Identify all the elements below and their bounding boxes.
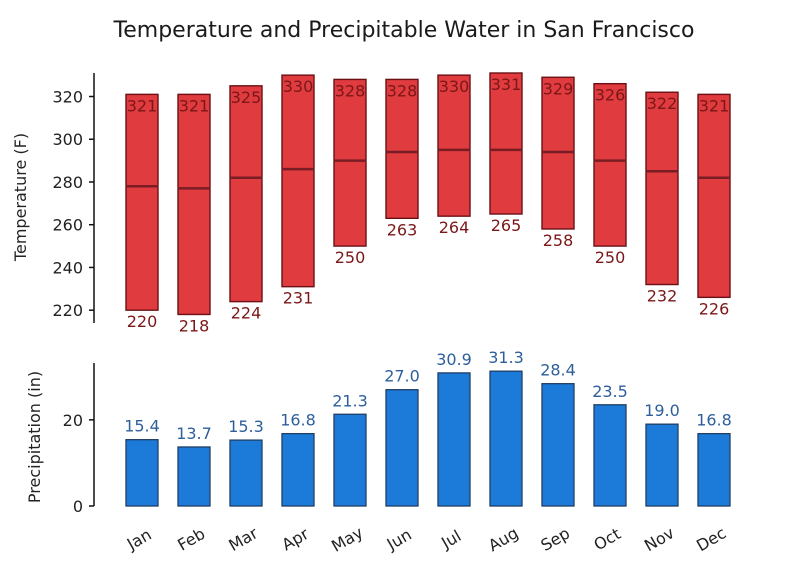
temperature-bar <box>593 82 627 247</box>
temperature-low-label: 250 <box>595 248 626 267</box>
temperature-axis-group: 220 240 260 280 300 320 <box>52 73 95 323</box>
month-label: May <box>328 523 366 556</box>
temperature-y-tick-label: 240 <box>52 258 83 277</box>
temperature-high-label: 322 <box>647 94 678 113</box>
temperature-low-label: 224 <box>231 304 262 323</box>
precipitation-value-label: 27.0 <box>384 367 420 386</box>
month-labels: Jan Feb Mar Apr May Jun Jul Aug Sep Oct Nov Dec <box>123 523 729 556</box>
temperature-bar <box>281 74 315 288</box>
temperature-low-label: 250 <box>335 248 366 267</box>
temperature-bar <box>177 93 211 316</box>
temperature-panel: Temperature (F) 220 240 260 280 300 320 321 22… <box>11 72 731 335</box>
precipitation-bars <box>125 370 731 507</box>
precipitation-value-label: 23.5 <box>592 382 628 401</box>
month-label: Dec <box>693 523 729 555</box>
temperature-low-label: 265 <box>491 216 522 235</box>
month-label: Sep <box>537 523 573 555</box>
precipitation-value-label: 16.8 <box>280 411 316 430</box>
temperature-bar <box>229 85 263 303</box>
precipitation-value-label: 15.4 <box>124 417 160 436</box>
temperature-low-label: 258 <box>543 231 574 250</box>
precipitation-bar <box>281 432 315 507</box>
temperature-high-label: 321 <box>127 96 158 115</box>
temperature-high-label: 328 <box>335 81 366 100</box>
precipitation-y-tick-label: 0 <box>73 497 83 516</box>
temperature-low-label: 264 <box>439 218 470 237</box>
precipitation-panel: Precipitation (in) 0 20 15.4 13.7 15.3 16.8 2… <box>25 348 732 556</box>
precipitation-bar <box>437 372 471 507</box>
precipitation-bar <box>385 389 419 507</box>
chart-title: Temperature and Precipitable Water in Sa… <box>113 18 695 43</box>
temperature-high-label: 329 <box>543 79 574 98</box>
temperature-high-label: 328 <box>387 81 418 100</box>
month-label: Jul <box>437 526 464 553</box>
precipitation-bar <box>333 413 367 507</box>
month-label: Mar <box>225 523 261 555</box>
temperature-high-label: 325 <box>231 88 262 107</box>
month-label: Jan <box>123 525 155 554</box>
month-label: Jun <box>383 525 415 554</box>
precipitation-bar <box>541 383 575 507</box>
temperature-y-tick-label: 280 <box>52 173 83 192</box>
precipitation-y-tick-label: 20 <box>63 411 83 430</box>
temperature-bar <box>125 93 159 311</box>
precipitation-bar <box>125 439 159 507</box>
month-label: Feb <box>174 524 208 555</box>
temperature-bar <box>489 72 523 215</box>
month-label: Aug <box>485 523 522 555</box>
temperature-y-tick-label: 300 <box>52 130 83 149</box>
temperature-bar <box>333 78 367 247</box>
precipitation-bar <box>177 446 211 507</box>
temperature-low-label: 232 <box>647 287 678 306</box>
temperature-low-label: 218 <box>179 316 210 335</box>
temperature-high-label: 330 <box>439 77 470 96</box>
temperature-y-tick-label: 260 <box>52 216 83 235</box>
temperature-data-labels: 321 220 321 218 325 224 330 231 328 250 328 263 330 2… <box>127 75 730 335</box>
temperature-high-label: 321 <box>179 96 210 115</box>
temperature-bar <box>645 91 679 286</box>
temperature-bar <box>697 93 731 299</box>
precipitation-value-label: 31.3 <box>488 348 524 367</box>
temperature-high-label: 326 <box>595 86 626 105</box>
temperature-high-label: 331 <box>491 75 522 94</box>
precipitation-value-label: 28.4 <box>540 361 576 380</box>
temperature-bars <box>125 72 731 316</box>
precipitation-axis-group: 0 20 <box>63 363 95 516</box>
temperature-low-label: 220 <box>127 312 158 331</box>
precipitation-bar <box>593 404 627 507</box>
temperature-bar <box>385 78 419 219</box>
precipitation-axis-label: Precipitation (in) <box>25 371 44 503</box>
temperature-low-label: 226 <box>699 299 730 318</box>
month-label: Oct <box>591 524 624 554</box>
month-label: Nov <box>641 523 678 555</box>
month-label: Apr <box>279 524 313 555</box>
precipitation-value-label: 13.7 <box>176 424 212 443</box>
temperature-high-label: 330 <box>283 77 314 96</box>
precipitation-data-labels: 15.4 13.7 15.3 16.8 21.3 27.0 30.9 31.3 28.4 23.5… <box>124 348 732 443</box>
temperature-high-label: 321 <box>699 96 730 115</box>
temperature-low-label: 263 <box>387 220 418 239</box>
precipitation-bar <box>697 432 731 507</box>
precipitation-bar <box>489 370 523 507</box>
temperature-low-label: 231 <box>283 289 314 308</box>
precipitation-bar <box>229 439 263 507</box>
temperature-y-tick-label: 320 <box>52 88 83 107</box>
precipitation-bar <box>645 423 679 507</box>
precipitation-value-label: 19.0 <box>644 401 680 420</box>
precipitation-value-label: 16.8 <box>696 411 732 430</box>
temperature-bar <box>437 74 471 217</box>
precipitation-value-label: 15.3 <box>228 417 264 436</box>
temperature-axis-label: Temperature (F) <box>11 133 30 262</box>
temperature-y-tick-label: 220 <box>52 301 83 320</box>
precipitation-value-label: 30.9 <box>436 350 472 369</box>
precipitation-value-label: 21.3 <box>332 391 368 410</box>
